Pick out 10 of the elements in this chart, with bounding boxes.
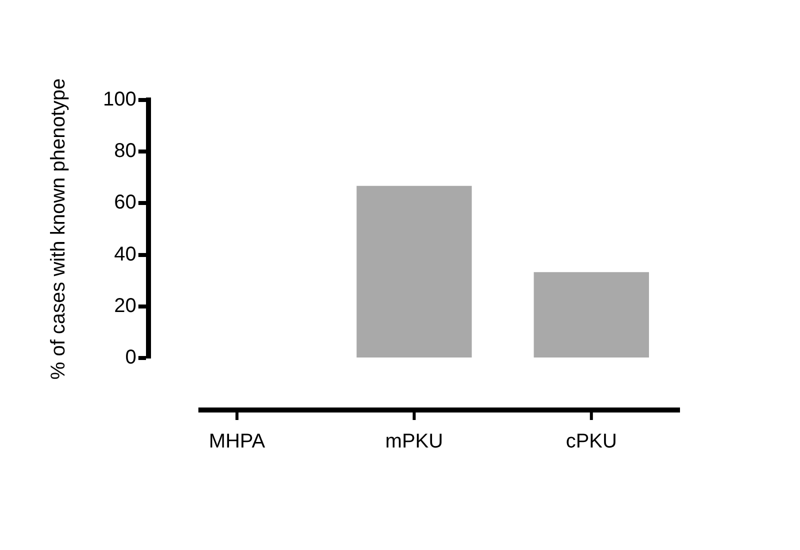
y-axis-title: % of cases with known phenotype: [48, 78, 70, 380]
y-tick-label: 0: [125, 346, 136, 369]
x-tick-label: mPKU: [385, 430, 444, 453]
y-tick-label: 40: [114, 243, 136, 266]
y-tick-label: 80: [114, 140, 136, 162]
y-tick-label: 20: [114, 294, 136, 317]
y-tick-label: 100: [102, 88, 136, 111]
y-tick-label: 60: [114, 192, 136, 214]
x-tick-label: cPKU: [566, 430, 617, 453]
x-tick-label: MHPA: [208, 430, 266, 453]
